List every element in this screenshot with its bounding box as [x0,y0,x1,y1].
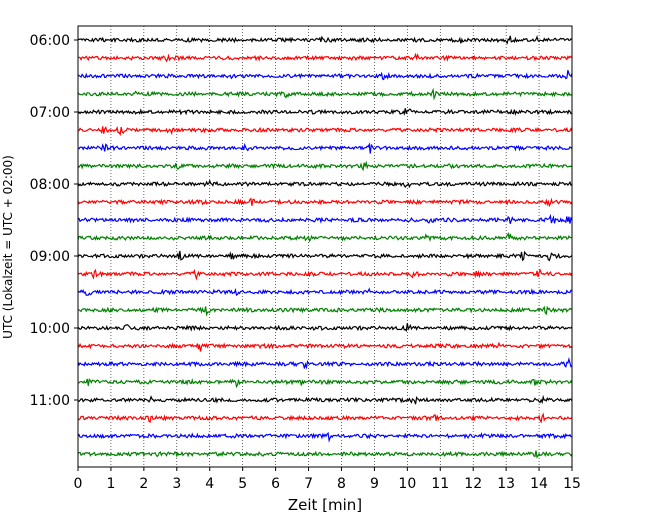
y-axis-ticks: 06:00 07:00 08:00 09:00 10:00 11:00 [30,33,78,409]
seismogram-trace [77,52,573,63]
y-tick-label: 09:00 [30,249,70,265]
y-tick-label: 08:00 [30,177,70,193]
y-tick-label: 07:00 [30,105,70,121]
seismogram-trace [77,356,573,370]
x-tick-label: 7 [304,476,313,492]
x-tick-label: 5 [238,476,247,492]
seismogram-trace [77,268,573,281]
seismogram-trace [77,179,573,189]
x-axis-label: Zeit [min] [288,496,362,514]
seismogram-trace [77,35,573,45]
seismogram-trace [77,341,573,352]
seismogram-trace [77,450,573,459]
x-tick-label: 1 [106,476,115,492]
x-tick-label: 12 [464,476,482,492]
seismogram-trace [77,431,573,443]
seismogram-trace [77,232,573,243]
seismogram-trace [77,378,573,389]
plot-frame [77,25,573,468]
y-tick-label: 11:00 [30,393,70,409]
x-tick-label: 11 [431,476,449,492]
seismogram-trace [77,125,573,137]
seismogram-traces [77,35,573,459]
seismogram-trace [77,142,573,154]
x-tick-label: 9 [370,476,379,492]
seismogram-trace [77,87,573,101]
seismogram-trace [77,213,573,224]
x-tick-label: 3 [172,476,181,492]
y-tick-label: 06:00 [30,33,70,49]
seismogram-trace [77,305,573,317]
y-axis-label: UTC (Lokalzeit = UTC + 02:00) [1,155,15,339]
seismogram-trace [77,412,573,424]
x-tick-label: 15 [563,476,581,492]
x-axis-ticks: 0 1 2 3 4 5 6 7 8 9 10 11 12 13 14 15 [74,467,581,492]
seismogram-trace [77,323,573,333]
x-tick-label: 0 [74,476,83,492]
x-tick-label: 13 [497,476,515,492]
seismogram-trace [77,70,573,81]
seismogram-trace [77,250,573,262]
x-tick-label: 6 [271,476,280,492]
x-tick-label: 2 [139,476,148,492]
seismogram-trace [77,287,573,297]
seismogram-trace [77,197,573,208]
seismogram-trace [77,160,573,172]
seismogram-trace [77,108,573,117]
x-tick-label: 14 [530,476,548,492]
seismogram-trace [77,394,573,405]
x-tick-label: 4 [205,476,214,492]
x-tick-label: 10 [398,476,416,492]
x-tick-label: 8 [337,476,346,492]
y-tick-label: 10:00 [30,321,70,337]
